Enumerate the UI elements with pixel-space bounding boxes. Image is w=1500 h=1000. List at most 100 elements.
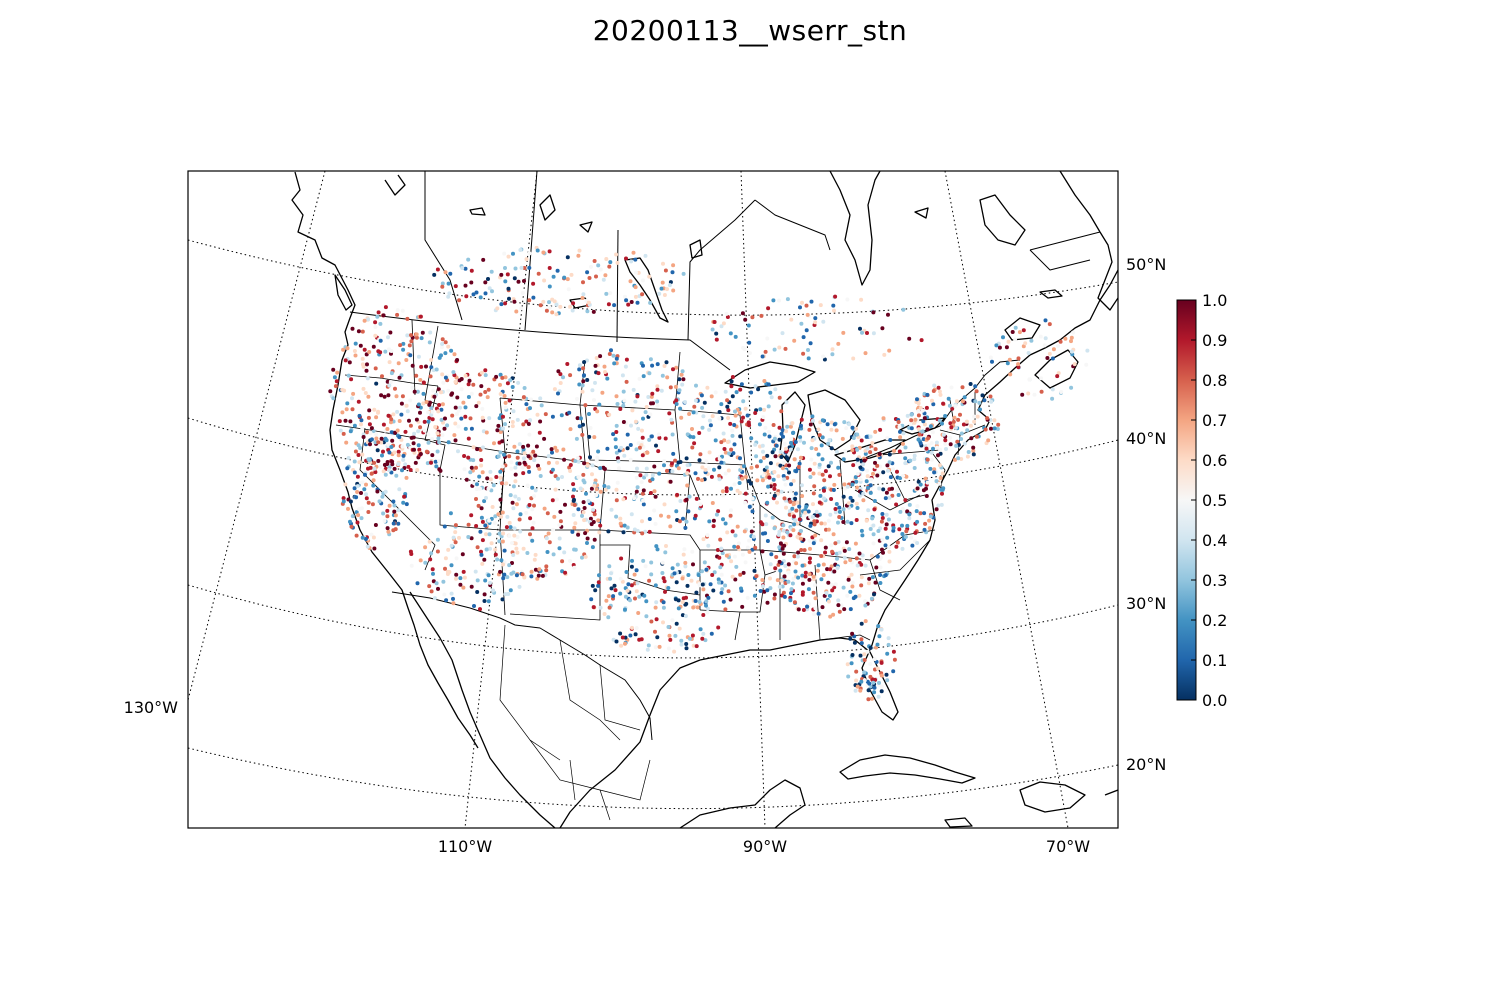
station-marker	[628, 279, 633, 284]
station-marker	[721, 431, 726, 436]
station-marker	[846, 577, 851, 582]
station-marker	[598, 354, 603, 359]
station-marker	[427, 402, 432, 407]
station-marker	[855, 684, 860, 689]
station-marker	[608, 260, 613, 265]
station-marker	[789, 587, 794, 592]
station-marker	[635, 466, 639, 471]
station-marker	[1039, 376, 1044, 381]
station-marker	[822, 521, 827, 526]
station-marker	[953, 457, 957, 462]
station-marker	[812, 519, 817, 524]
station-marker	[779, 489, 784, 494]
lon-label-110: 110°W	[438, 837, 493, 856]
station-marker	[960, 399, 965, 404]
station-marker	[750, 547, 755, 552]
station-marker	[603, 370, 607, 374]
station-marker	[792, 554, 797, 559]
station-marker	[773, 387, 778, 392]
station-marker	[691, 435, 696, 440]
station-marker	[909, 412, 914, 417]
station-marker	[890, 486, 894, 491]
station-marker	[829, 446, 834, 451]
station-marker	[727, 451, 732, 456]
station-marker	[1085, 348, 1090, 353]
station-marker	[503, 375, 508, 380]
station-marker	[484, 430, 489, 435]
station-marker	[907, 516, 912, 521]
station-marker	[768, 576, 772, 581]
station-marker	[363, 391, 368, 395]
station-marker	[383, 489, 388, 494]
station-marker	[931, 402, 936, 407]
station-marker	[879, 519, 884, 524]
station-marker	[374, 436, 379, 441]
station-marker	[546, 454, 551, 459]
station-marker	[547, 305, 552, 310]
station-marker	[865, 468, 870, 473]
station-marker	[433, 459, 438, 464]
station-marker	[404, 358, 409, 362]
station-marker	[346, 506, 350, 511]
station-marker	[826, 580, 831, 585]
station-marker	[733, 334, 738, 339]
station-marker	[1059, 390, 1064, 394]
station-marker	[357, 460, 362, 465]
station-marker	[529, 496, 534, 501]
station-marker	[811, 471, 816, 476]
station-marker	[828, 567, 833, 572]
station-marker	[604, 257, 609, 261]
station-marker	[515, 455, 520, 460]
station-marker	[434, 367, 439, 372]
station-marker	[463, 414, 468, 419]
station-marker	[792, 600, 797, 605]
station-marker	[694, 644, 699, 649]
station-marker	[701, 537, 706, 542]
station-marker	[862, 458, 867, 463]
station-marker	[516, 497, 521, 501]
station-marker	[534, 444, 539, 449]
station-marker	[1069, 335, 1074, 340]
station-marker	[535, 248, 540, 253]
station-marker	[633, 596, 637, 601]
station-marker	[671, 288, 676, 293]
station-marker	[614, 450, 619, 455]
station-marker	[418, 378, 423, 382]
station-marker	[496, 423, 501, 428]
station-marker	[576, 507, 581, 512]
station-marker	[805, 312, 810, 317]
station-marker	[777, 395, 782, 400]
station-marker	[453, 379, 458, 384]
station-marker	[921, 437, 926, 442]
station-marker	[348, 419, 353, 424]
station-marker	[891, 467, 896, 472]
station-marker	[733, 577, 738, 582]
station-marker	[681, 552, 686, 557]
station-marker	[471, 458, 476, 463]
station-marker	[615, 456, 620, 461]
station-marker	[871, 532, 876, 537]
station-marker	[782, 594, 787, 599]
station-marker	[796, 550, 801, 555]
station-marker	[419, 336, 424, 341]
station-marker	[873, 447, 878, 452]
station-marker	[982, 398, 987, 403]
station-marker	[895, 469, 899, 474]
station-marker	[789, 317, 794, 322]
station-marker	[363, 537, 368, 541]
station-marker	[729, 447, 734, 452]
station-marker	[676, 460, 681, 465]
station-marker	[1038, 334, 1043, 339]
station-marker	[352, 349, 357, 353]
station-marker	[848, 558, 853, 563]
station-marker	[807, 572, 812, 577]
station-marker	[488, 580, 492, 585]
station-marker	[767, 475, 772, 480]
station-marker	[375, 314, 380, 319]
station-marker	[370, 502, 375, 507]
station-marker	[618, 521, 623, 526]
station-marker	[920, 429, 925, 434]
station-marker	[879, 673, 884, 678]
station-marker	[589, 264, 593, 269]
colorbar-tick-label: 0.2	[1202, 611, 1227, 630]
